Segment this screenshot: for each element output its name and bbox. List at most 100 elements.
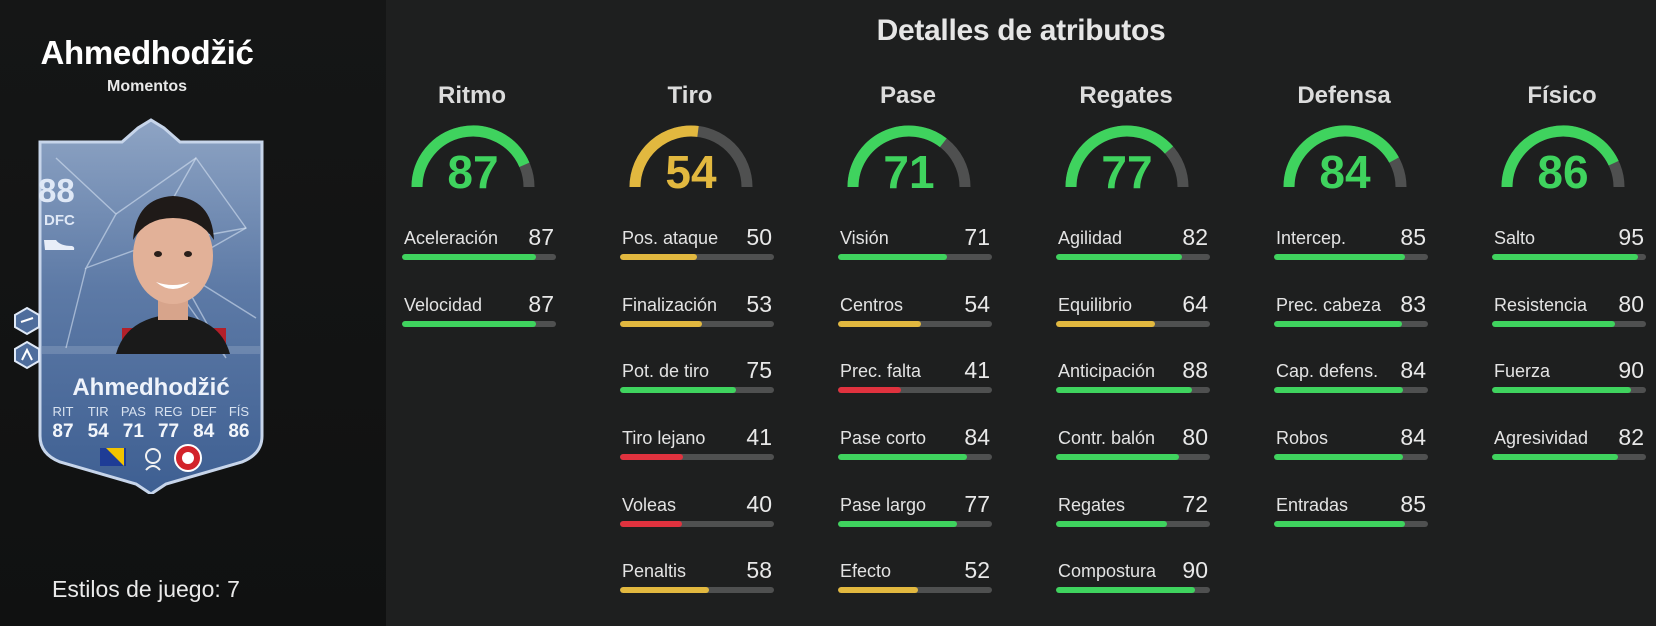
- attribute-bar-fill: [620, 321, 702, 327]
- attribute-row[interactable]: Pase largo 77: [838, 491, 992, 531]
- attribute-bar-fill: [620, 521, 682, 527]
- playstyles-count[interactable]: Estilos de juego: 7: [52, 576, 240, 602]
- gauge-fill: [629, 125, 699, 188]
- attribute-bar: [1492, 387, 1646, 393]
- attribute-row[interactable]: Efecto 52: [838, 557, 992, 597]
- attribute-bar-fill: [838, 454, 968, 460]
- attribute-name: Prec. falta: [840, 361, 922, 381]
- attribute-bar: [1056, 387, 1210, 393]
- attribute-row[interactable]: Anticipación 88: [1056, 357, 1210, 397]
- card-stat-value: 87: [52, 421, 74, 442]
- attribute-value: 83: [1400, 291, 1426, 317]
- attribute-row[interactable]: Prec. cabeza 83: [1274, 291, 1428, 331]
- category-label: Pase: [879, 82, 937, 109]
- attribute-row[interactable]: Agilidad 82: [1056, 224, 1210, 264]
- attribute-row[interactable]: Equilibrio 64: [1056, 291, 1210, 331]
- attribute-row[interactable]: Tiro lejano 41: [620, 424, 774, 464]
- attribute-bar: [838, 321, 992, 327]
- attribute-row[interactable]: Salto 95: [1492, 224, 1646, 264]
- attribute-bar: [1274, 454, 1428, 460]
- category-value: 77: [1101, 146, 1152, 193]
- boot-icon: [44, 240, 75, 250]
- attribute-bar-fill: [620, 587, 710, 593]
- player-card[interactable]: 88 DFC Ahmedhodžić RIT 87 TIR 54 PAS 71 REG…: [14, 118, 276, 494]
- attribute-row[interactable]: Finalización 53: [620, 291, 774, 331]
- attribute-name: Pase corto: [840, 428, 927, 448]
- attribute-value: 84: [964, 424, 990, 450]
- category-gauge: 87: [411, 125, 535, 193]
- attribute-bar: [402, 321, 556, 327]
- attribute-name: Voleas: [622, 495, 677, 515]
- attribute-value: 77: [964, 491, 990, 517]
- attribute-row[interactable]: Prec. falta 41: [838, 357, 992, 397]
- category-label: Regates: [1079, 82, 1173, 109]
- card-stat: FÍS 86: [222, 404, 256, 443]
- attribute-value: 80: [1618, 291, 1644, 317]
- attribute-value: 71: [964, 224, 990, 250]
- attribute-row[interactable]: Agresividad 82: [1492, 424, 1646, 464]
- player-photo: [116, 196, 230, 354]
- gauge-fill: [847, 125, 947, 188]
- attribute-row[interactable]: Pase corto 84: [838, 424, 992, 464]
- attribute-bar: [620, 387, 774, 393]
- attribute-row[interactable]: Compostura 90: [1056, 557, 1210, 597]
- attribute-row[interactable]: Pot. de tiro 75: [620, 357, 774, 397]
- attribute-value: 41: [746, 424, 772, 450]
- attribute-bar-fill: [1492, 254, 1639, 260]
- attribute-row[interactable]: Robos 84: [1274, 424, 1428, 464]
- attribute-name: Anticipación: [1058, 361, 1156, 381]
- attribute-name: Pos. ataque: [622, 228, 719, 248]
- attribute-bar-fill: [1056, 454, 1180, 460]
- category-label: Defensa: [1297, 82, 1391, 109]
- player-name: Ahmedhodžić: [40, 34, 254, 71]
- attribute-bar-fill: [1274, 454, 1404, 460]
- attribute-bar: [1274, 387, 1428, 393]
- card-stat: RIT 87: [46, 404, 80, 443]
- attribute-row[interactable]: Pos. ataque 50: [620, 224, 774, 264]
- attribute-bar-fill: [1056, 321, 1155, 327]
- attribute-value: 85: [1400, 491, 1426, 517]
- attribute-name: Contr. balón: [1058, 428, 1156, 448]
- attribute-bar-fill: [1274, 521, 1405, 527]
- attribute-name: Regates: [1058, 495, 1126, 515]
- attribute-bar: [620, 321, 774, 327]
- playstyle-icon: [14, 340, 40, 370]
- card-stat-value: 77: [157, 421, 180, 442]
- attribute-row[interactable]: Resistencia 80: [1492, 291, 1646, 331]
- card-stats: RIT 87 TIR 54 PAS 71 REG 77 DEF 84 FÍS 86: [46, 404, 256, 443]
- attribute-row[interactable]: Contr. balón 80: [1056, 424, 1210, 464]
- attribute-bar: [838, 454, 992, 460]
- attribute-name: Compostura: [1058, 561, 1157, 581]
- attribute-value: 84: [1400, 357, 1426, 383]
- attribute-value: 90: [1182, 557, 1208, 583]
- attribute-row[interactable]: Intercep. 85: [1274, 224, 1428, 264]
- attribute-name: Visión: [840, 228, 889, 248]
- attribute-row[interactable]: Entradas 85: [1274, 491, 1428, 531]
- attribute-row[interactable]: Voleas 40: [620, 491, 774, 531]
- attribute-bar-fill: [1274, 321, 1402, 327]
- attribute-value: 52: [964, 557, 990, 583]
- category-gauge: 71: [847, 125, 971, 193]
- attribute-bar: [1274, 321, 1428, 327]
- attribute-row[interactable]: Penaltis 58: [620, 557, 774, 597]
- attribute-name: Prec. cabeza: [1276, 295, 1382, 315]
- card-stat-label: REG: [154, 404, 183, 419]
- attribute-row[interactable]: Aceleración 87: [402, 224, 556, 264]
- attribute-row[interactable]: Visión 71: [838, 224, 992, 264]
- page-title: Detalles de atributos: [876, 14, 1166, 47]
- attribute-bar-fill: [838, 387, 902, 393]
- attribute-row[interactable]: Velocidad 87: [402, 291, 556, 331]
- attribute-name: Pot. de tiro: [622, 361, 710, 381]
- card-stat: TIR 54: [81, 404, 115, 443]
- attribute-row[interactable]: Fuerza 90: [1492, 357, 1646, 397]
- attribute-bar-fill: [402, 321, 536, 327]
- attribute-value: 58: [746, 557, 772, 583]
- attribute-row[interactable]: Centros 54: [838, 291, 992, 331]
- card-stat: DEF 84: [187, 404, 221, 443]
- attribute-row[interactable]: Regates 72: [1056, 491, 1210, 531]
- category-gauge: 84: [1283, 125, 1407, 193]
- attribute-row[interactable]: Cap. defens. 84: [1274, 357, 1428, 397]
- attribute-name: Equilibrio: [1058, 295, 1133, 315]
- attribute-value: 95: [1618, 224, 1644, 250]
- attribute-bar-fill: [1492, 387, 1631, 393]
